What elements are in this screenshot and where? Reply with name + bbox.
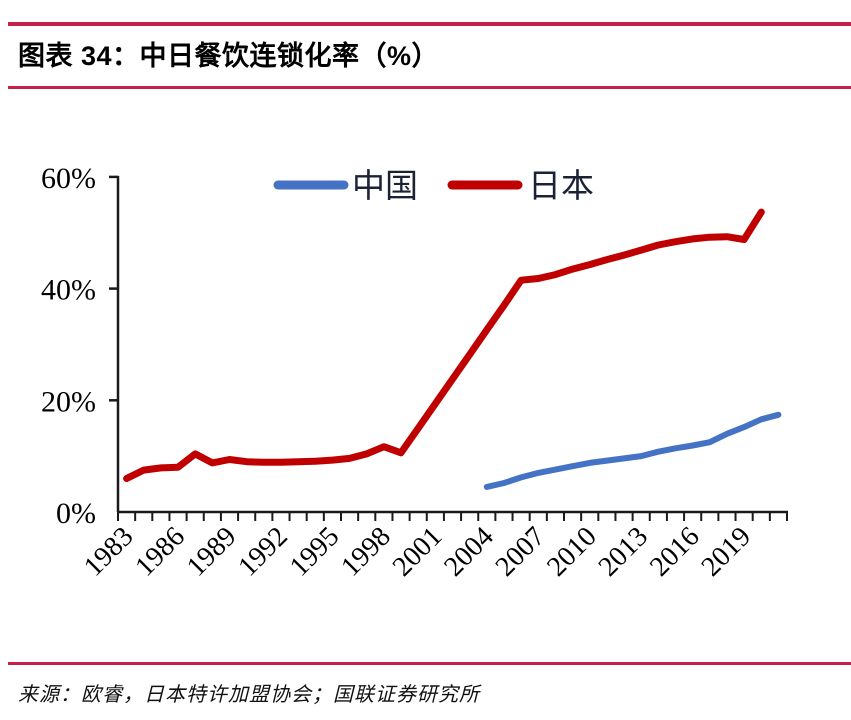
x-tick-label: 2019 — [696, 521, 758, 583]
axes — [116, 175, 788, 514]
legend-label: 中国 — [352, 168, 418, 205]
x-tick-label: 2001 — [387, 521, 449, 583]
y-tick-label: 40% — [41, 274, 96, 307]
x-tick-label: 1983 — [78, 521, 140, 583]
x-tick-label: 1992 — [232, 521, 294, 583]
y-axis-ticks: 0% 20% 40% 60% — [41, 162, 118, 530]
figure-title: 图表 34：中日餐饮连锁化率（%） — [18, 41, 440, 71]
series-line-japan — [123, 208, 765, 482]
y-tick-label: 0% — [56, 497, 96, 530]
y-tick-label: 60% — [41, 162, 96, 195]
divider-bottom — [8, 662, 851, 665]
x-tick-label: 2013 — [593, 521, 655, 583]
x-tick-label: 1986 — [129, 521, 191, 583]
legend: 中国 日本 — [273, 168, 594, 205]
divider-top — [8, 22, 851, 26]
x-tick-label: 1989 — [181, 521, 243, 583]
x-axis-ticks: 1983198619891992199519982001200420072010… — [78, 512, 788, 583]
x-tick-label: 2007 — [490, 521, 552, 583]
series-line-china — [483, 411, 782, 490]
x-tick-label: 1995 — [284, 521, 346, 583]
y-tick-label: 20% — [41, 385, 96, 418]
divider-under-title — [8, 86, 851, 89]
chain-rate-line-chart: 0%20%40%60%19831986198919921995199820012… — [41, 162, 788, 583]
x-tick-label: 1998 — [335, 521, 397, 583]
x-tick-label: 2004 — [438, 521, 500, 583]
source-note: 来源：欧睿，日本特许加盟协会；国联证券研究所 — [18, 684, 480, 706]
x-tick-label: 2010 — [541, 521, 603, 583]
legend-label: 日本 — [528, 168, 594, 205]
x-tick-label: 2016 — [644, 521, 706, 583]
